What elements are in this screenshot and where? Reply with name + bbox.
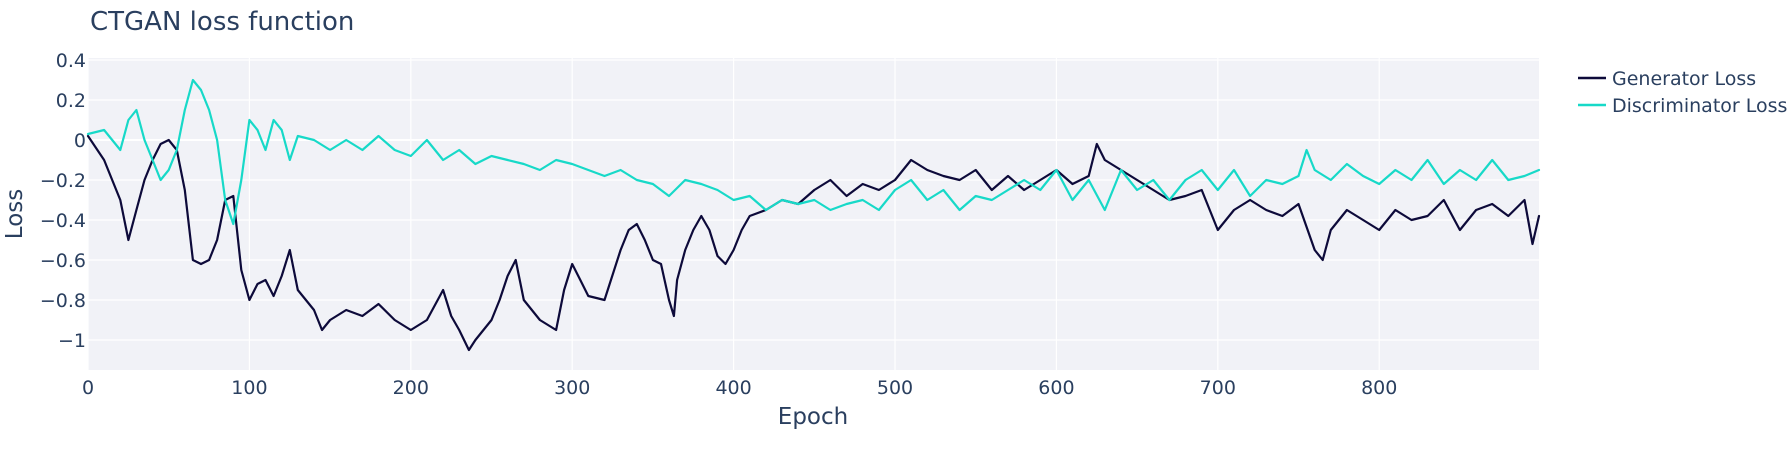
grid-layer	[87, 58, 1539, 370]
y-tick-label: −0.2	[40, 170, 86, 192]
legend-label[interactable]: Discriminator Loss	[1612, 95, 1787, 117]
x-tick-label: 300	[554, 377, 590, 399]
plot-background	[88, 58, 1539, 370]
legend-label[interactable]: Generator Loss	[1612, 68, 1756, 90]
x-tick-label: 400	[715, 377, 751, 399]
series-line-discriminator-loss	[86, 78, 1541, 226]
y-tick-label: −0.6	[40, 250, 86, 272]
x-axis-title: Epoch	[778, 404, 848, 430]
x-tick-label: 500	[877, 377, 913, 399]
y-tick-label: 0.4	[56, 50, 86, 72]
x-tick-label: 100	[231, 377, 267, 399]
x-tick-label: 800	[1361, 377, 1397, 399]
y-tick-label: 0	[74, 130, 86, 152]
x-tick-label: 200	[393, 377, 429, 399]
y-tick-label: −0.8	[40, 290, 86, 312]
series-layer	[86, 78, 1541, 352]
x-tick-label: 700	[1200, 377, 1236, 399]
axis-layer: 0 100 200 300 400 500 600 700 800 0.4 0.2 0 −0.2 −0.4…	[40, 50, 1397, 399]
x-tick-label: 600	[1038, 377, 1074, 399]
x-tick-label: 0	[82, 377, 94, 399]
chart-title: CTGAN loss function	[90, 7, 354, 37]
y-tick-label: 0.2	[56, 90, 86, 112]
y-tick-label: −1	[58, 330, 86, 352]
series-line-generator-loss	[86, 134, 1541, 352]
y-tick-label: −0.4	[40, 210, 86, 232]
y-axis-title: Loss	[2, 189, 28, 239]
legend: Generator Loss Discriminator Loss	[1578, 68, 1787, 117]
